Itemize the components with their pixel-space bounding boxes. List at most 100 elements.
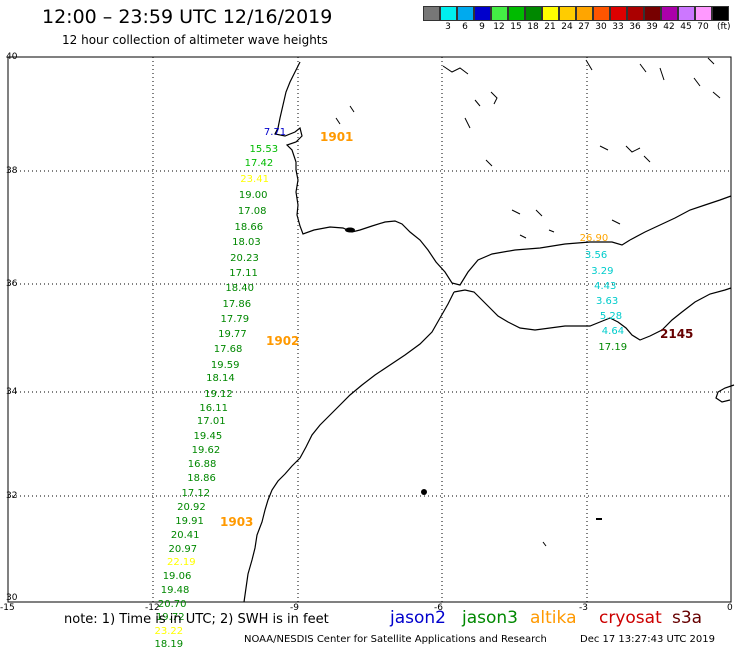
wave-height-observation: 20.97 [168, 543, 198, 555]
wave-height-observation: 17.86 [222, 298, 252, 310]
spain-east-coast [629, 195, 732, 241]
pass-label-1903: 1903 [220, 515, 254, 529]
generated-timestamp: Dec 17 13:27:43 UTC 2019 [580, 634, 715, 645]
legend-item-s3a: s3a [672, 608, 703, 628]
wave-height-observation: 20.41 [170, 530, 200, 542]
wave-height-observation: 20.23 [230, 253, 259, 265]
colorbar-swatch [678, 6, 695, 21]
wave-height-observation: 22.19 [167, 557, 196, 569]
colorbar-swatch [559, 6, 576, 21]
coast-small-features [345, 227, 602, 520]
colorbar-swatch [712, 6, 729, 21]
colorbar-swatch [576, 6, 593, 21]
wave-height-observation: 17.01 [196, 416, 226, 428]
wave-height-observation: 17.12 [181, 487, 211, 499]
colorbar-tick-label: 33 [612, 22, 624, 32]
colorbar-swatch [457, 6, 474, 21]
colorbar-swatch [695, 6, 712, 21]
wave-height-observation: 16.88 [187, 459, 217, 471]
latitude-tick-label: 36 [6, 279, 18, 289]
colorbar-tick-label: 36 [629, 22, 641, 32]
africa-atlantic-coast [243, 291, 455, 603]
longitude-tick-label: -3 [579, 603, 588, 613]
coastline [243, 61, 735, 603]
wave-height-observation: 17.79 [220, 313, 250, 325]
pass-label-1902: 1902 [266, 334, 300, 348]
colorbar-tick-label: 27 [578, 22, 590, 32]
footer-note: note: 1) Time is in UTC; 2) SWH is in fe… [64, 612, 329, 627]
wave-height-observation: 20.70 [157, 598, 187, 610]
legend-item-jason2: jason2 [390, 608, 446, 628]
credit-line: NOAA/NESDIS Center for Satellite Applica… [244, 634, 547, 645]
wave-height-observation: 26.90 [579, 233, 609, 245]
wave-height-observation: 15.53 [249, 143, 279, 155]
wave-height-observation: 19.45 [193, 430, 223, 442]
longitude-tick-label: -6 [434, 603, 443, 613]
wave-height-observation: 18.66 [234, 221, 264, 233]
wave-height-observation: 3.63 [596, 296, 619, 308]
latitude-tick-label: 34 [6, 387, 18, 397]
longitude-tick-label: -9 [290, 603, 299, 613]
colorbar-tick-label: 24 [561, 22, 573, 32]
wave-height-observation: 19.48 [160, 584, 190, 596]
wave-height-observation: 23.22 [154, 625, 184, 637]
wave-height-observation: 17.42 [244, 158, 274, 170]
wave-height-observation: 19.72 [155, 612, 185, 624]
latitude-tick-label: 38 [6, 166, 18, 176]
map-title: 12:00 – 23:59 UTC 12/16/2019 [42, 6, 333, 28]
latitude-tick-label: 32 [6, 491, 18, 501]
map-subtitle: 12 hour collection of altimeter wave hei… [62, 33, 328, 47]
colorbar-unit: (ft) [717, 22, 731, 32]
wave-height-observation: 19.91 [175, 516, 204, 527]
colorbar-swatch [423, 6, 440, 21]
colorbar-tick-label: 39 [646, 22, 658, 32]
colorbar-tick-label: 21 [544, 22, 556, 32]
legend-item-jason3: jason3 [462, 608, 518, 628]
wave-height-observation: 19.77 [218, 328, 247, 340]
wave-height-observation: 20.92 [177, 502, 206, 514]
legend-item-altika: altika [530, 608, 577, 628]
morocco-north-coast [453, 287, 732, 341]
colorbar-swatch [593, 6, 610, 21]
colorbar-swatch [661, 6, 678, 21]
colorbar-tick-label: 30 [595, 22, 607, 32]
wave-height-observation: 4.43 [594, 281, 617, 293]
algeria-fragment [715, 384, 735, 403]
wave-height-observation: 7.71 [263, 126, 287, 138]
colorbar-tick-label: 9 [479, 22, 485, 32]
colorbar-swatch [542, 6, 559, 21]
latitude-tick-label: 30 [6, 593, 18, 603]
colorbar-swatch [440, 6, 457, 21]
latitude-tick-label: 40 [6, 52, 18, 62]
colorbar-tick-label: 70 [697, 22, 709, 32]
wave-height-observation: 18.40 [225, 283, 254, 295]
colorbar-swatch [525, 6, 542, 21]
wave-height-observation: 17.68 [213, 343, 243, 355]
wave-height-observation: 3.56 [584, 250, 608, 262]
wave-height-observation: 18.03 [232, 237, 261, 249]
wave-height-observation: 19.00 [238, 189, 268, 201]
colorbar-swatch [491, 6, 508, 21]
longitude-tick-label: 0 [727, 603, 733, 613]
colorbar-swatch [627, 6, 644, 21]
wave-height-observation: 18.19 [154, 639, 184, 650]
wave-height-observation: 16.11 [199, 402, 228, 414]
colorbar-swatch [610, 6, 627, 21]
colorbar-tick-label: 45 [680, 22, 692, 32]
colorbar-tick-label: 3 [445, 22, 451, 32]
longitude-tick-label: -15 [0, 603, 15, 613]
pass-label-1901: 1901 [320, 130, 354, 144]
colorbar-swatch [644, 6, 661, 21]
colorbar-swatch [474, 6, 491, 21]
longitude-tick-label: -12 [145, 603, 160, 613]
wave-height-observation: 17.11 [229, 267, 258, 279]
pass-label-2145: 2145 [660, 327, 694, 341]
colorbar-tick-label: 42 [663, 22, 675, 32]
inland-fragments [335, 57, 721, 547]
wave-height-observation: 19.06 [162, 571, 192, 583]
wave-height-observation: 18.86 [187, 473, 216, 485]
wave-height-observation: 4.64 [601, 326, 625, 338]
wave-height-observation: 3.29 [591, 265, 614, 277]
legend-item-cryosat: cryosat [599, 608, 662, 628]
